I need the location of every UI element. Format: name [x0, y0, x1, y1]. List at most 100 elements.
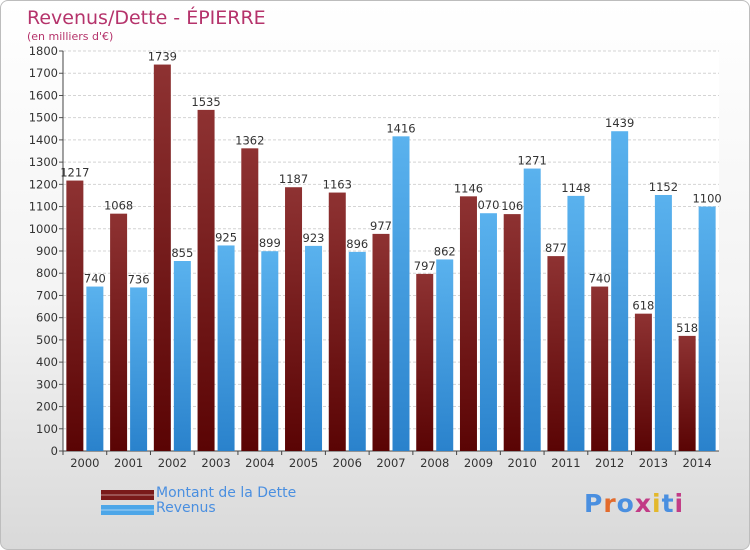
y-tick-label: 1100 — [29, 200, 58, 214]
dette-value-label: 877 — [545, 241, 567, 255]
x-tick-label: 2008 — [420, 456, 449, 470]
y-tick-label: 900 — [36, 244, 58, 258]
dette-bar — [66, 180, 84, 452]
dette-value-label: 1146 — [454, 181, 483, 195]
y-tick-label: 1700 — [29, 66, 58, 80]
dette-bar — [459, 196, 477, 451]
revenus-bar — [654, 195, 672, 451]
chart-title: Revenus/Dette - ÉPIERRE — [27, 7, 266, 29]
chart-subtitle: (en milliers d'€) — [27, 30, 114, 43]
revenus-bar — [348, 251, 366, 451]
dette-bar — [591, 286, 609, 451]
y-tick-label: 300 — [36, 377, 58, 391]
revenus-bar — [436, 259, 454, 451]
revenus-bar — [567, 195, 585, 451]
dette-bar — [547, 256, 565, 451]
revenus-value-label: 862 — [434, 244, 456, 258]
revenus-value-label: 1439 — [605, 116, 634, 130]
x-tick-label: 2004 — [245, 456, 274, 470]
x-tick-label: 2007 — [376, 456, 405, 470]
dette-value-label: 106 — [501, 199, 523, 213]
y-tick-label: 1400 — [29, 133, 58, 147]
dette-bar — [153, 64, 171, 452]
x-tick-label: 2010 — [508, 456, 537, 470]
dette-bar — [416, 273, 434, 451]
dette-bar — [678, 335, 696, 451]
revenus-value-label: 855 — [171, 246, 193, 260]
x-tick-label: 2003 — [201, 456, 230, 470]
dette-bar — [372, 233, 390, 451]
dette-value-label: 1068 — [104, 199, 133, 213]
dette-bar — [503, 214, 521, 451]
revenus-bar — [523, 168, 541, 452]
revenus-value-label: 1271 — [518, 154, 547, 168]
revenus-value-label: 1100 — [692, 192, 721, 206]
y-tick-label: 100 — [36, 422, 58, 436]
revenus-bar — [305, 245, 323, 451]
x-tick-label: 2014 — [682, 456, 711, 470]
dette-value-label: 618 — [632, 299, 654, 313]
x-tick-label: 2005 — [289, 456, 318, 470]
y-tick-label: 500 — [36, 333, 58, 347]
revenus-bar — [86, 286, 104, 451]
y-tick-label: 800 — [36, 266, 58, 280]
dette-value-label: 977 — [370, 219, 392, 233]
legend-swatch-dette — [101, 490, 154, 500]
logo-letter: i — [674, 489, 685, 518]
dette-value-label: 518 — [676, 321, 698, 335]
y-tick-label: 600 — [36, 311, 58, 325]
revenus-bar — [392, 136, 410, 452]
logo-letter: x — [634, 489, 652, 518]
x-tick-label: 2001 — [114, 456, 143, 470]
dette-bar — [197, 109, 215, 451]
x-tick-label: 2009 — [464, 456, 493, 470]
revenus-value-label: 736 — [128, 272, 150, 286]
dette-value-label: 1535 — [191, 95, 220, 109]
x-tick-label: 2000 — [70, 456, 99, 470]
dette-bar — [110, 213, 128, 451]
y-tick-label: 1200 — [29, 177, 58, 191]
dette-value-label: 740 — [589, 272, 611, 286]
revenus-value-label: 1148 — [561, 181, 590, 195]
dette-value-label: 1739 — [148, 50, 177, 64]
revenus-value-label: 896 — [346, 237, 368, 251]
revenus-value-label: 1152 — [649, 180, 678, 194]
legend-label-dette: Montant de la Dette — [156, 485, 297, 501]
y-tick-label: 1600 — [29, 88, 58, 102]
dette-value-label: 1163 — [323, 178, 352, 192]
y-tick-label: 400 — [36, 355, 58, 369]
y-tick-label: 0 — [51, 444, 58, 458]
revenus-bar — [173, 261, 191, 451]
x-tick-label: 2012 — [595, 456, 624, 470]
x-tick-label: 2006 — [333, 456, 362, 470]
dette-bar — [285, 187, 303, 451]
y-tick-label: 1300 — [29, 155, 58, 169]
y-tick-label: 700 — [36, 288, 58, 302]
proxiti-logo: Proxiti — [584, 489, 684, 518]
revenus-bar — [217, 245, 235, 451]
logo-letter: o — [616, 489, 635, 518]
revenus-bar — [479, 213, 497, 451]
dette-bar — [634, 313, 652, 451]
revenus-bar — [261, 251, 279, 451]
revenus-value-label: 070 — [477, 198, 499, 212]
legend-label-revenus: Revenus — [156, 500, 216, 516]
x-tick-label: 2011 — [551, 456, 580, 470]
revenus-value-label: 923 — [303, 231, 325, 245]
revenus-value-label: 925 — [215, 230, 237, 244]
logo-letter: P — [584, 489, 604, 518]
revenus-bar — [698, 206, 716, 451]
y-tick-label: 1000 — [29, 222, 58, 236]
revenus-value-label: 740 — [84, 272, 106, 286]
x-tick-label: 2002 — [158, 456, 187, 470]
dette-bar — [241, 148, 259, 452]
y-tick-label: 200 — [36, 400, 58, 414]
logo-letter: t — [661, 489, 675, 518]
revenus-bar — [130, 287, 148, 451]
y-tick-label: 1800 — [29, 44, 58, 58]
logo-letter: i — [652, 489, 662, 518]
dette-value-label: 797 — [414, 259, 436, 273]
x-tick-label: 2013 — [639, 456, 668, 470]
